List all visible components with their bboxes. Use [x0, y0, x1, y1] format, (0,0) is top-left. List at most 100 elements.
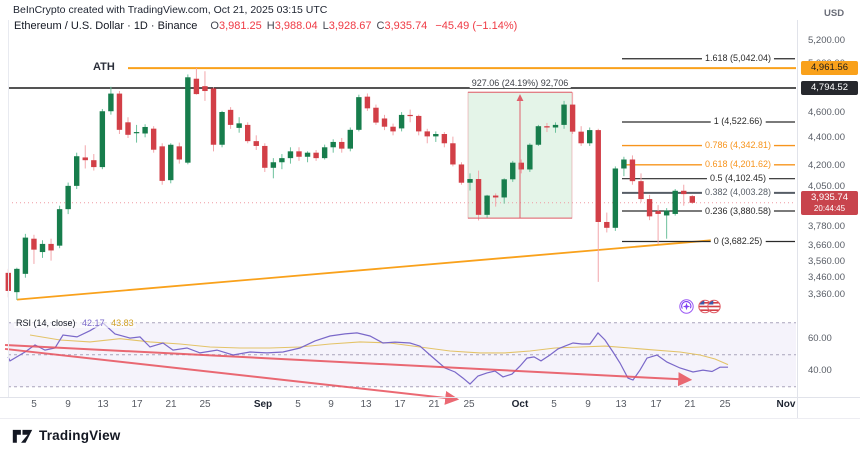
candle: [321, 147, 328, 159]
tradingview-logo[interactable]: TradingView: [12, 427, 120, 444]
candle: [125, 122, 131, 135]
candle: [441, 134, 448, 144]
rsi-legend: RSI (14, close) 42.17 43.83: [14, 318, 136, 328]
ohlc-key: C: [376, 20, 385, 32]
watermark-attribution: BeInCrypto created with TradingView.com,…: [13, 4, 328, 16]
change-value: −45.49 (−1.14%): [435, 20, 518, 32]
ohlc-value: 3,988.04: [274, 20, 318, 32]
candle: [210, 88, 217, 145]
ohlc-values: O3,981.25 H3,988.04 L3,928.67 C3,935.74: [205, 20, 427, 32]
candle: [193, 78, 200, 95]
candle: [176, 146, 182, 160]
rsi-trend-arrow[interactable]: [4, 343, 693, 387]
event-icon-sparkle-swirl[interactable]: [679, 299, 694, 314]
candle: [330, 141, 336, 148]
footer-divider: [0, 418, 860, 419]
candle: [99, 111, 106, 168]
candle: [116, 93, 123, 130]
ohlc-key: H: [266, 20, 275, 32]
candle: [672, 190, 678, 214]
candle: [227, 109, 234, 125]
candle: [604, 221, 610, 228]
candle: [587, 130, 593, 144]
price-axis-divider[interactable]: [797, 20, 798, 418]
candle: [433, 134, 439, 137]
tradingview-logo-text: TradingView: [39, 428, 121, 443]
candle: [689, 196, 695, 203]
candle: [236, 123, 242, 128]
support-trendline[interactable]: [16, 237, 731, 301]
candle: [108, 93, 114, 112]
event-icon-us-flags[interactable]: [698, 299, 721, 314]
ohlc-value: 3,935.74: [384, 20, 428, 32]
candle: [150, 128, 157, 150]
candle: [82, 157, 88, 161]
candle: [510, 162, 516, 180]
candle: [501, 179, 507, 198]
candle: [373, 107, 379, 123]
rsi-value: 42.17: [82, 318, 105, 328]
candle: [48, 243, 54, 251]
tradingview-logo-icon: [12, 429, 33, 443]
rsi-label: RSI (14, close): [16, 318, 76, 328]
rsi-ma-value: 43.83: [111, 318, 134, 328]
candle: [219, 111, 225, 145]
candle: [65, 185, 71, 210]
symbol-title: Ethereum / U.S. Dollar · 1D · Binance: [14, 20, 198, 32]
candle: [484, 195, 490, 215]
symbol-legend: Ethereum / U.S. Dollar · 1D · Binance O3…: [14, 20, 517, 32]
candle: [245, 124, 251, 142]
candle: [407, 114, 413, 117]
candle: [424, 131, 430, 137]
candle: [91, 160, 97, 168]
candle: [450, 143, 456, 165]
candle: [22, 237, 29, 274]
candle: [552, 124, 559, 128]
candle: [14, 268, 20, 293]
rsi-band: [8, 322, 796, 387]
candle: [629, 159, 636, 182]
candle: [185, 77, 191, 163]
ohlc-key: L: [322, 20, 329, 32]
candle: [262, 145, 268, 168]
candle: [296, 151, 302, 157]
candle: [638, 181, 644, 200]
candle: [168, 144, 174, 181]
candle: [518, 162, 524, 170]
candle: [253, 141, 259, 146]
candle: [612, 168, 619, 228]
candle: [287, 151, 294, 159]
ohlc-value: 3,981.25: [218, 20, 262, 32]
ohlc-key: O: [210, 20, 219, 32]
candle: [313, 152, 319, 159]
candle: [356, 97, 362, 130]
candle: [569, 104, 576, 132]
candle: [467, 179, 473, 183]
candle: [381, 118, 388, 127]
candle: [304, 152, 311, 157]
rsi-ma-line: [29, 334, 729, 366]
candle: [492, 195, 499, 198]
plot-left-border: [8, 20, 9, 397]
candle: [56, 209, 63, 246]
candle: [535, 126, 542, 145]
candle: [458, 164, 465, 183]
candle: [544, 126, 550, 128]
candle: [202, 86, 208, 92]
candle: [663, 210, 670, 216]
candle: [31, 238, 37, 250]
rsi-trend-arrow[interactable]: [4, 347, 460, 405]
candle: [398, 114, 405, 129]
candle: [595, 130, 601, 222]
candle: [339, 141, 345, 149]
candle: [416, 115, 422, 132]
candle: [39, 243, 46, 253]
candle: [74, 156, 80, 186]
candle: [646, 199, 653, 217]
candle: [655, 211, 661, 214]
ohlc-value: 3,928.67: [328, 20, 372, 32]
price-axis-unit: USD: [824, 8, 845, 19]
candle: [681, 190, 687, 195]
